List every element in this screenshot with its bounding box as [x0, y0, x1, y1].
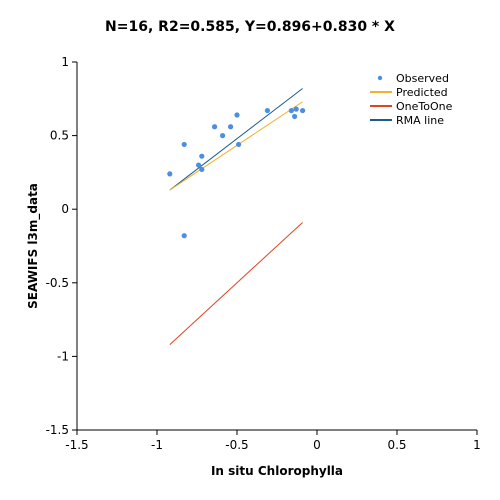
observed-point [220, 133, 226, 139]
legend-label-predicted: Predicted [396, 86, 448, 99]
observed-point [236, 141, 242, 148]
observed-point [228, 124, 234, 130]
observed-point [300, 107, 306, 114]
legend-label-observed: Observed [396, 72, 449, 85]
observed-point [196, 162, 202, 168]
observed-point [199, 166, 205, 173]
y-tick-label: -0.5 [46, 276, 69, 290]
observed-point [181, 141, 187, 148]
observed-point [199, 153, 205, 159]
observed-point [293, 106, 299, 112]
y-tick-label: 0 [61, 202, 69, 216]
x-tick-label: -1.5 [65, 438, 88, 452]
legend-label-onetoone: OneToOne [396, 100, 453, 113]
onetoone-line [169, 222, 303, 345]
x-tick-label: 1 [473, 438, 481, 452]
legend-marker-observed [377, 75, 383, 81]
x-tick-label: 0 [313, 438, 321, 452]
plot-area: -1.5 -1 -0.5 0 0.5 1 -1.5 -1 -0.5 0 0.5 1 [46, 55, 481, 452]
series-layer [167, 88, 306, 345]
x-tick-label: -1 [151, 438, 163, 452]
rma-line-line [169, 88, 303, 191]
observed-point [288, 107, 294, 114]
chart-title: N=16, R2=0.585, Y=0.896+0.830 * X [105, 19, 395, 35]
y-tick-label: 0.5 [50, 129, 69, 143]
observed-point [292, 113, 298, 120]
observed-point [167, 171, 173, 177]
observed-point [234, 112, 240, 118]
x-axis-label: In situ Chlorophylla [211, 464, 343, 478]
predicted-line [169, 101, 303, 191]
x-tick-label: 0.5 [387, 438, 406, 452]
x-tick-label: -0.5 [225, 438, 248, 452]
observed-point [264, 107, 270, 114]
y-tick-label: 1 [61, 55, 69, 69]
y-tick-label: -1 [57, 349, 69, 363]
legend-label-rma-line: RMA line [396, 114, 444, 127]
y-tick-label: -1.5 [46, 423, 69, 437]
y-axis-ticks: -1.5 -1 -0.5 0 0.5 1 [46, 55, 77, 437]
x-axis-ticks: -1.5 -1 -0.5 0 0.5 1 [65, 430, 481, 452]
y-axis-label: SEAWIFS l3m_data [26, 183, 41, 309]
observed-point [212, 124, 218, 130]
observed-point [181, 233, 187, 239]
